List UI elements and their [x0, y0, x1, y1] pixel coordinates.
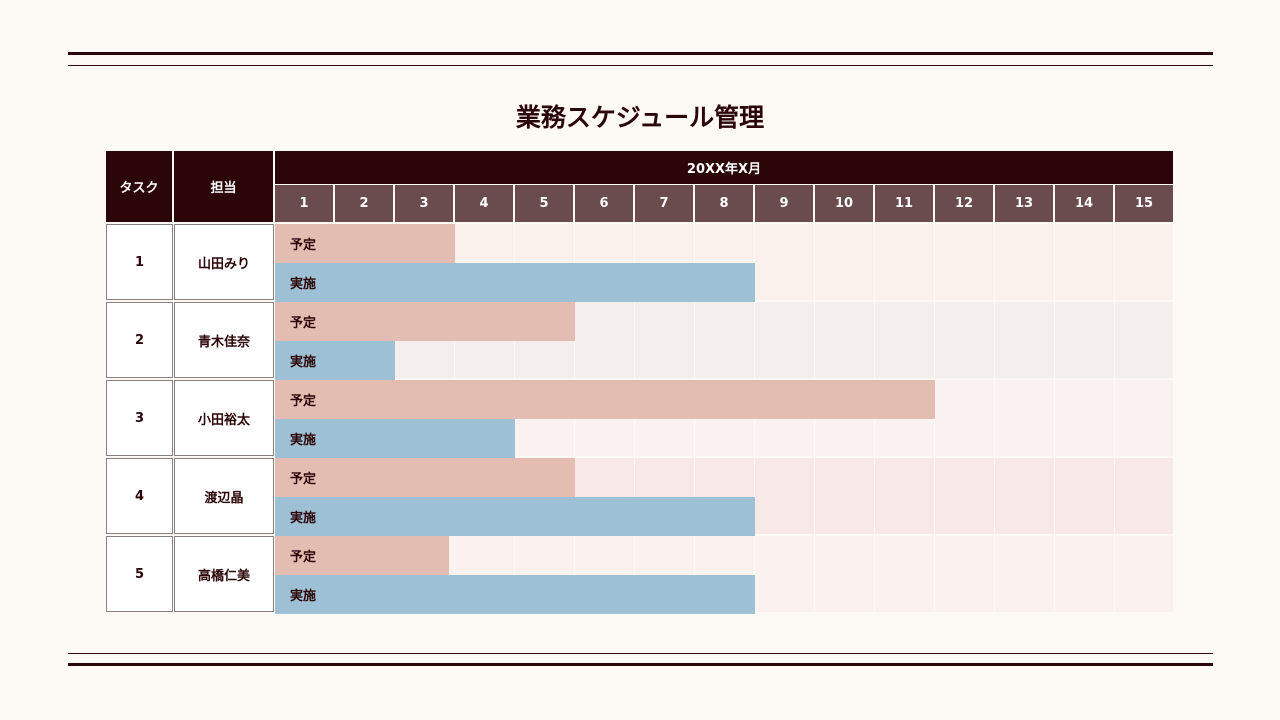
grid-line	[874, 458, 875, 534]
grid-line	[934, 458, 935, 534]
grid-line	[1054, 536, 1055, 612]
plan-bar	[275, 536, 449, 575]
grid-line	[1114, 536, 1115, 612]
task-column-header: タスク	[106, 151, 172, 222]
plan-label: 予定	[290, 394, 317, 409]
day-header-7: 7	[635, 185, 693, 222]
day-header-9: 9	[755, 185, 813, 222]
grid-line	[574, 536, 575, 612]
plan-bar	[275, 302, 575, 341]
task-number: 4	[106, 458, 173, 534]
grid-line	[694, 536, 695, 612]
grid-line	[694, 458, 695, 534]
task-number: 1	[106, 224, 173, 300]
grid-line	[634, 458, 635, 534]
grid-line	[874, 224, 875, 300]
grid-line	[994, 536, 995, 612]
grid-line	[754, 458, 755, 534]
grid-line	[934, 536, 935, 612]
day-header-15: 15	[1115, 185, 1173, 222]
grid-line	[994, 224, 995, 300]
day-header-4: 4	[455, 185, 513, 222]
grid-line	[634, 536, 635, 612]
grid-line	[1114, 224, 1115, 300]
task-number: 5	[106, 536, 173, 612]
task-number: 2	[106, 302, 173, 378]
task-owner: 青木佳奈	[174, 302, 274, 378]
grid-line	[874, 302, 875, 378]
grid-line	[994, 380, 995, 456]
grid-line	[874, 536, 875, 612]
task-number: 3	[106, 380, 173, 456]
task-owner: 高橋仁美	[174, 536, 274, 612]
grid-line	[994, 458, 995, 534]
day-header-8: 8	[695, 185, 753, 222]
actual-label: 実施	[290, 277, 317, 292]
bottom-rule-thin	[68, 653, 1213, 654]
day-header-5: 5	[515, 185, 573, 222]
grid-line	[754, 302, 755, 378]
grid-line	[694, 224, 695, 300]
grid-line	[934, 302, 935, 378]
day-header-2: 2	[335, 185, 393, 222]
grid-line	[1114, 380, 1115, 456]
task-owner: 渡辺晶	[174, 458, 274, 534]
page-title: 業務スケジュール管理	[515, 103, 765, 132]
actual-bar	[275, 575, 755, 614]
grid-line	[754, 224, 755, 300]
grid-line	[814, 458, 815, 534]
day-header-1: 1	[275, 185, 333, 222]
plan-bar	[275, 224, 455, 263]
top-rule-thick	[68, 52, 1213, 55]
plan-bar	[275, 380, 935, 419]
grid-line	[1114, 302, 1115, 378]
grid-line	[814, 536, 815, 612]
grid-line	[1054, 224, 1055, 300]
plan-label: 予定	[290, 472, 317, 487]
grid-line	[994, 302, 995, 378]
actual-label: 実施	[290, 355, 317, 370]
actual-label: 実施	[290, 433, 317, 448]
grid-line	[634, 302, 635, 378]
plan-label: 予定	[290, 316, 317, 331]
day-header-14: 14	[1055, 185, 1113, 222]
day-header-13: 13	[995, 185, 1053, 222]
plan-label: 予定	[290, 238, 317, 253]
plan-label: 予定	[290, 550, 317, 565]
actual-bar	[275, 341, 395, 380]
bottom-rule-thick	[68, 663, 1213, 666]
grid-line	[694, 302, 695, 378]
grid-line	[634, 224, 635, 300]
grid-line	[514, 536, 515, 612]
actual-label: 実施	[290, 589, 317, 604]
month-header: 20XX年X月	[275, 151, 1173, 184]
day-header-12: 12	[935, 185, 993, 222]
plan-bar	[275, 458, 575, 497]
day-header-3: 3	[395, 185, 453, 222]
actual-label: 実施	[290, 511, 317, 526]
grid-line	[934, 224, 935, 300]
grid-line	[1054, 302, 1055, 378]
day-header-6: 6	[575, 185, 633, 222]
top-rule-thin	[68, 65, 1213, 66]
task-owner: 小田裕太	[174, 380, 274, 456]
grid-line	[1054, 380, 1055, 456]
grid-line	[754, 536, 755, 612]
actual-bar	[275, 497, 755, 536]
grid-line	[514, 224, 515, 300]
grid-line	[1114, 458, 1115, 534]
grid-line	[454, 536, 455, 612]
owner-column-header: 担当	[174, 151, 273, 222]
day-header-11: 11	[875, 185, 933, 222]
grid-line	[1054, 458, 1055, 534]
grid-line	[574, 224, 575, 300]
actual-bar	[275, 419, 515, 458]
grid-line	[814, 302, 815, 378]
task-owner: 山田みり	[174, 224, 274, 300]
day-header-10: 10	[815, 185, 873, 222]
grid-line	[814, 224, 815, 300]
actual-bar	[275, 263, 755, 302]
